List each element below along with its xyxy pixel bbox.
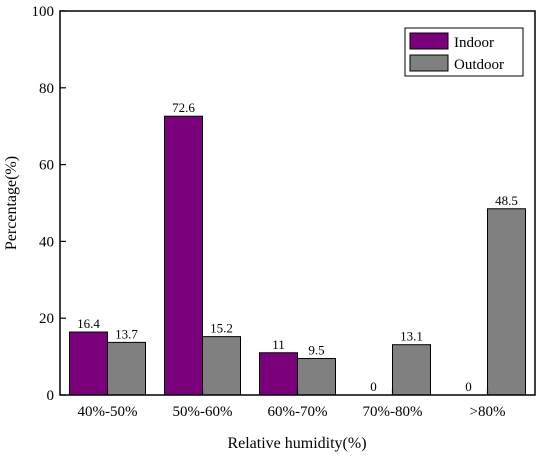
y-tick-label: 20 [39,311,54,327]
x-tick-label: 60%-70% [268,404,328,420]
bar-labels-layer: 16.4 13.7 72.6 15.2 11 9.5 0 13.1 0 48.5 [77,100,518,394]
y-tick-label: 40 [39,234,54,250]
legend-swatch-indoor [409,32,449,50]
data-label-indoor-4: 0 [370,379,377,394]
bar-indoor-3 [259,352,298,396]
data-label-outdoor-1: 13.7 [115,326,138,341]
bar-indoor-2 [164,115,203,396]
y-tick-label: 0 [47,388,55,404]
legend: Indoor Outdoor [404,27,524,77]
bar-outdoor-4 [392,344,431,396]
y-axis: 0 20 40 60 80 100 [32,4,66,404]
legend-label-outdoor: Outdoor [454,57,504,73]
x-tick-label: >80% [470,404,506,420]
legend-label-indoor: Indoor [454,35,494,51]
y-tick-label: 60 [39,158,54,174]
x-axis-label: Relative humidity(%) [227,435,366,452]
data-label-outdoor-3: 9.5 [308,343,324,358]
y-tick-label: 80 [39,81,54,97]
bar-outdoor-5 [487,208,526,396]
x-axis: 40%-50% 50%-60% 60%-70% 70%-80% >80% [78,389,506,420]
bar-indoor-1 [69,331,108,396]
data-label-indoor-1: 16.4 [77,316,100,331]
bar-outdoor-2 [202,336,241,396]
x-tick-label: 50%-60% [173,404,233,420]
bars-layer [69,115,526,396]
data-label-indoor-5: 0 [465,379,472,394]
data-label-indoor-2: 72.6 [172,100,195,115]
data-label-outdoor-5: 48.5 [495,193,518,208]
data-label-outdoor-2: 15.2 [210,321,233,336]
bar-outdoor-1 [107,341,146,396]
data-label-indoor-3: 11 [272,337,285,352]
x-tick-label: 70%-80% [363,404,423,420]
y-axis-label: Percentage(%) [3,156,20,250]
x-tick-label: 40%-50% [78,404,138,420]
legend-swatch-outdoor [409,54,449,72]
bar-outdoor-3 [297,358,336,396]
y-tick-label: 100 [32,4,55,20]
data-label-outdoor-4: 13.1 [400,329,423,344]
